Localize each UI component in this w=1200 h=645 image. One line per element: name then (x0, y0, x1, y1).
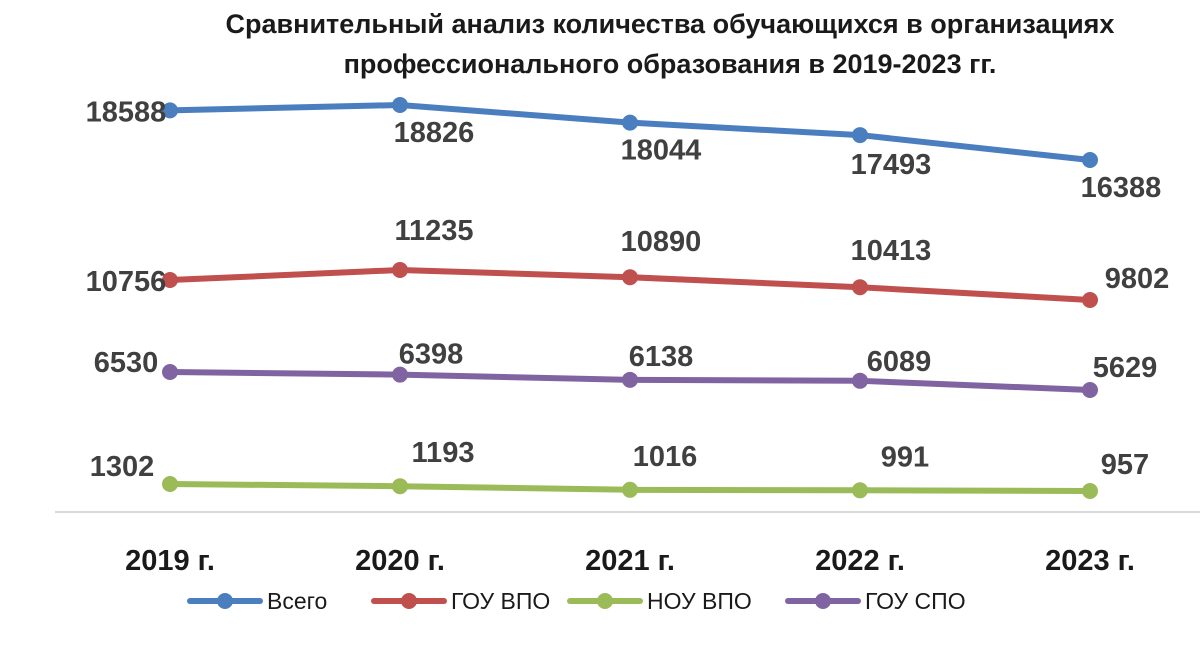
data-point-marker (392, 262, 408, 278)
data-point-marker (392, 478, 408, 495)
data-point-marker (392, 366, 408, 383)
data-point-marker (622, 371, 638, 388)
data-point-marker (162, 272, 178, 289)
data-label: 991 (881, 441, 929, 473)
data-point-marker (1082, 292, 1098, 308)
data-label: 957 (1101, 449, 1149, 481)
data-label: 1016 (633, 441, 698, 473)
data-label: 9802 (1105, 263, 1170, 295)
data-point-marker (622, 269, 638, 286)
legend-label: НОУ ВПО (647, 588, 752, 614)
data-label: 6530 (94, 347, 159, 379)
data-point-marker (162, 102, 178, 119)
legend-marker-swatch (815, 593, 831, 609)
data-label: 17493 (851, 149, 932, 181)
chart-title: Сравнительный анализ количества обучающи… (225, 9, 1115, 79)
data-label: 1193 (412, 437, 475, 469)
data-point-marker (162, 476, 178, 492)
x-tick-label: 2022 г. (815, 545, 905, 577)
data-label: 5629 (1093, 352, 1158, 384)
data-point-marker (622, 114, 638, 131)
data-label: 18044 (621, 135, 702, 167)
data-label: 6138 (629, 341, 694, 373)
data-point-marker (852, 127, 868, 144)
data-label: 1302 (90, 451, 155, 483)
data-point-marker (1082, 483, 1098, 499)
legend-label: Всего (267, 588, 327, 614)
data-point-marker (622, 481, 638, 498)
data-label: 6089 (867, 346, 932, 378)
data-label: 6398 (399, 339, 464, 371)
data-point-marker (1082, 152, 1098, 168)
data-label: 10890 (621, 226, 702, 258)
data-label: 16388 (1081, 172, 1162, 204)
data-point-marker (392, 97, 408, 113)
data-label: 18588 (86, 96, 167, 128)
legend-label: ГОУ ВПО (451, 588, 550, 614)
legend-marker-swatch (401, 593, 417, 609)
x-tick-label: 2021 г. (585, 545, 675, 577)
data-label: 10756 (86, 266, 167, 298)
data-point-marker (852, 372, 868, 389)
data-label: 10413 (851, 235, 932, 267)
data-point-marker (852, 279, 868, 296)
x-tick-label: 2019 г. (125, 545, 215, 577)
x-tick-label: 2020 г. (355, 545, 445, 577)
data-label: 18826 (394, 117, 475, 149)
legend-label: ГОУ СПО (865, 588, 966, 614)
data-point-marker (852, 482, 868, 499)
data-label: 11235 (394, 215, 473, 247)
legend-marker-swatch (597, 593, 613, 609)
x-tick-label: 2023 г. (1045, 545, 1135, 577)
legend-marker-swatch (217, 593, 233, 609)
data-point-marker (1082, 382, 1098, 398)
data-point-marker (162, 364, 178, 380)
